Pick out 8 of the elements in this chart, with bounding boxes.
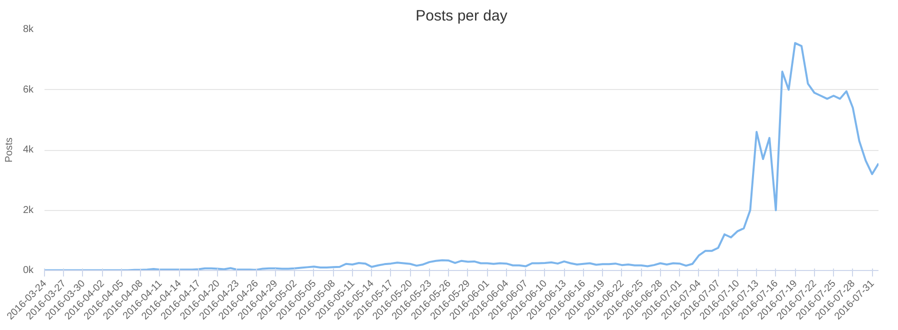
y-tick-label: 0k <box>22 265 34 276</box>
y-tick-label: 2k <box>22 204 34 216</box>
line-series <box>44 42 878 270</box>
y-axis-title: Posts <box>4 137 15 163</box>
chart-title: Posts per day <box>416 8 508 24</box>
y-tick-label: 4k <box>22 144 34 156</box>
y-tick-label: 6k <box>22 84 34 96</box>
y-tick-label: 8k <box>22 24 34 35</box>
